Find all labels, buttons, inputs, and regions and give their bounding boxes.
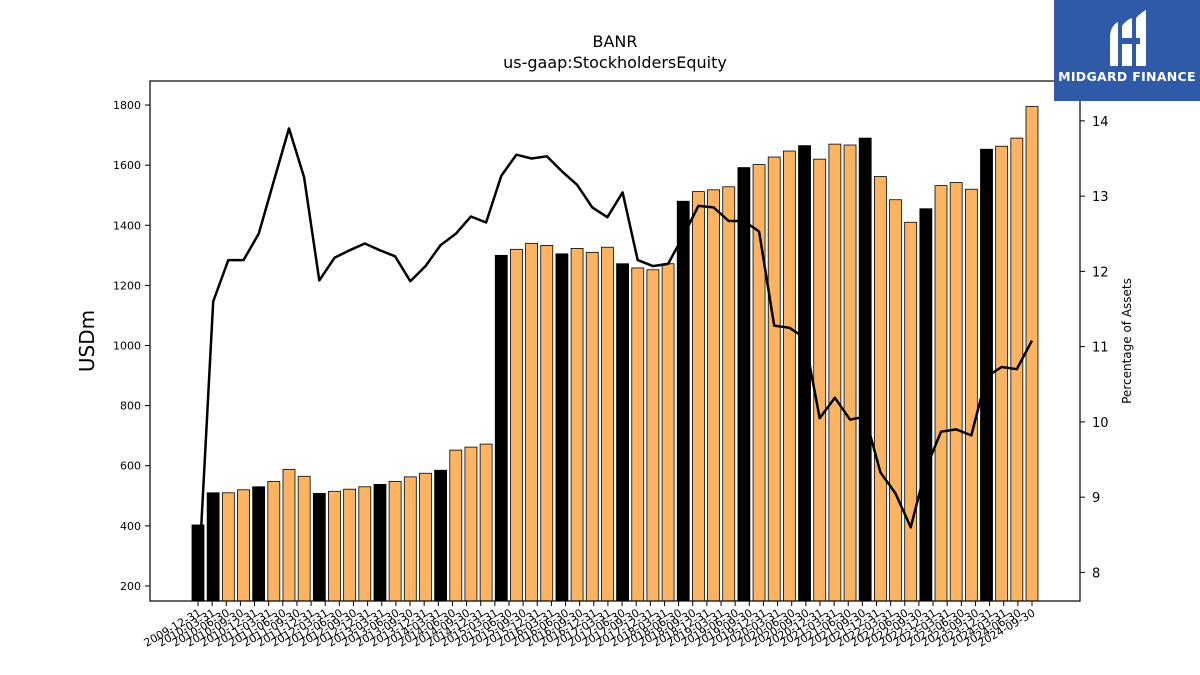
bar-2015-09-30 <box>540 245 554 602</box>
y-tick-label: 1800 <box>113 99 141 112</box>
bar-2021-06-30 <box>889 199 902 602</box>
bar-2016-09-30 <box>601 246 614 602</box>
bar-2017-03-31 <box>631 267 645 602</box>
y2-tick-label: 13 <box>1092 190 1109 205</box>
y2-tick-label: 8 <box>1092 566 1100 581</box>
bar-2015-12-31 <box>555 253 569 602</box>
y-tick-label: 1600 <box>113 159 141 172</box>
bar-2022-06-30 <box>949 182 963 602</box>
logo-text: MIDGARD FINANCE <box>1058 69 1196 84</box>
bar-2011-09-30 <box>297 475 311 602</box>
bar-2019-12-31 <box>798 145 811 602</box>
labels-layer: 200 400 600 800 1000 1200 1400 1600 1800 8 9 10 11 12… <box>75 99 1134 650</box>
bar-2016-12-31 <box>616 263 629 602</box>
plot-frame <box>149 80 1081 602</box>
bar-2021-09-30 <box>904 221 918 602</box>
bar-2009-12-31 <box>191 524 205 602</box>
bar-2010-06-30 <box>221 492 235 602</box>
bar-2020-09-30 <box>843 144 857 602</box>
bar-2013-12-31 <box>434 469 448 602</box>
bar-2012-09-30 <box>358 486 372 602</box>
chart-title: BANR <box>592 32 638 51</box>
bar-2012-12-31 <box>373 483 387 602</box>
bar-2018-03-31 <box>692 191 705 602</box>
bar-2010-09-30 <box>237 489 250 602</box>
bar-2023-09-30 <box>1025 106 1039 602</box>
bar-2013-06-30 <box>403 476 417 602</box>
y-tick-label: 200 <box>120 580 141 593</box>
line-layer <box>196 127 1034 588</box>
y2-tick-label: 14 <box>1092 115 1109 130</box>
bar-2021-03-31 <box>873 176 887 602</box>
bar-2018-09-30 <box>722 186 736 602</box>
y2-tick-label: 11 <box>1092 341 1109 356</box>
bar-2014-12-31 <box>494 254 508 602</box>
bar-2012-03-31 <box>328 490 341 602</box>
bar-2022-09-30 <box>964 188 978 602</box>
bar-2019-06-30 <box>767 156 781 602</box>
chart-subtitle: us-gaap:StockholdersEquity <box>503 53 727 72</box>
bar-2020-12-31 <box>858 137 872 602</box>
y2-axis-label: Percentage of Assets <box>1120 278 1134 404</box>
bar-2017-09-30 <box>661 263 675 602</box>
bar-2020-03-31 <box>813 158 827 602</box>
percentage-of-assets-line <box>196 127 1034 588</box>
bar-2022-03-31 <box>934 185 948 602</box>
y-tick-label: 800 <box>120 400 141 413</box>
y-tick-label: 1400 <box>113 219 141 232</box>
bar-2018-12-31 <box>737 167 751 602</box>
y-tick-label: 400 <box>120 520 141 533</box>
bar-2017-06-30 <box>646 269 660 602</box>
bar-2015-03-31 <box>510 248 523 602</box>
y2-tick-label: 12 <box>1092 265 1109 280</box>
bar-2019-09-30 <box>782 150 796 602</box>
midgard-finance-logo: MIDGARD FINANCE <box>1054 0 1200 101</box>
bar-2020-06-30 <box>828 143 842 602</box>
bar-2011-03-31 <box>267 480 281 602</box>
axes-layer <box>145 80 1085 606</box>
bar-2010-12-31 <box>252 486 266 602</box>
bar-2014-06-30 <box>464 446 478 602</box>
bar-2014-03-31 <box>449 449 463 602</box>
bar-2011-06-30 <box>282 468 296 602</box>
bar-2012-06-30 <box>343 488 357 602</box>
y-tick-label: 1000 <box>113 340 141 353</box>
bar-2010-03-31 <box>206 492 220 602</box>
y-tick-label: 600 <box>120 460 141 473</box>
bar-2021-12-31 <box>919 208 933 602</box>
y-axis-label: USDm <box>75 310 99 372</box>
bar-2023-03-31 <box>995 145 1009 602</box>
bar-2017-12-31 <box>676 200 690 602</box>
y2-tick-label: 10 <box>1092 416 1109 431</box>
y2-tick-label: 9 <box>1092 491 1100 506</box>
bar-2013-09-30 <box>419 472 432 602</box>
bar-2014-09-30 <box>479 443 493 602</box>
bar-2016-06-30 <box>585 251 599 602</box>
bar-2015-06-30 <box>525 242 538 602</box>
bar-2018-06-30 <box>707 189 720 602</box>
y-tick-label: 1200 <box>113 279 141 292</box>
bar-2011-12-31 <box>312 492 326 602</box>
bar-2016-03-31 <box>570 248 584 602</box>
midgard-logo-icon <box>1110 10 1146 66</box>
bar-2013-03-31 <box>388 480 402 602</box>
